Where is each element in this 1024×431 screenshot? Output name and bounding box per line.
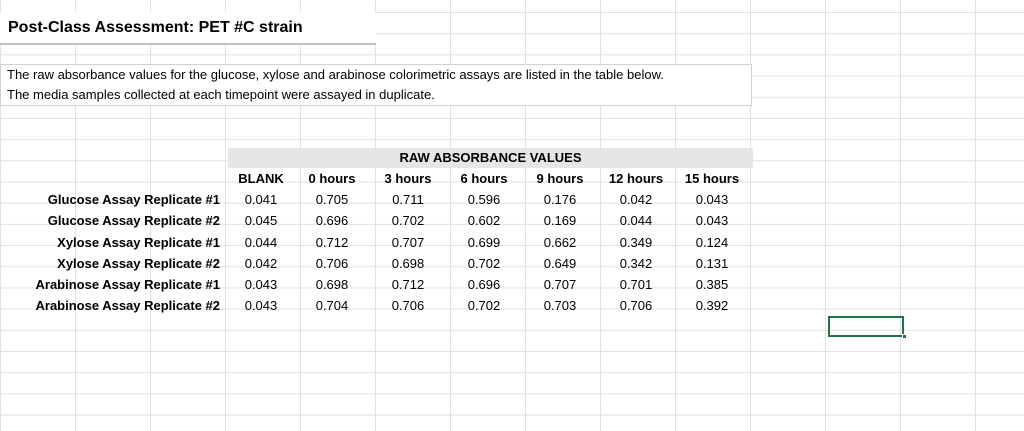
value-cell[interactable]: 0.711 — [392, 192, 424, 208]
table-row: Arabinose Assay Replicate #2 0.043 0.704… — [8, 295, 750, 316]
row-label[interactable]: Xylose Assay Replicate #2 — [57, 255, 220, 271]
value-cell[interactable]: 0.169 — [543, 213, 577, 229]
value-cell[interactable]: 0.702 — [391, 213, 425, 229]
value-cell[interactable]: 0.701 — [619, 277, 653, 293]
value-cell[interactable]: 0.044 — [244, 234, 278, 250]
value-cell[interactable]: 0.699 — [467, 234, 501, 250]
intro-line-2: The media samples collected at each time… — [7, 87, 435, 102]
value-cell[interactable]: 0.342 — [619, 255, 653, 271]
value-cell[interactable]: 0.176 — [543, 192, 577, 208]
column-header[interactable]: BLANK — [238, 171, 284, 187]
value-cell[interactable]: 0.385 — [695, 277, 729, 293]
value-cell[interactable]: 0.712 — [391, 277, 425, 293]
row-label[interactable]: Xylose Assay Replicate #1 — [57, 234, 220, 250]
value-cell[interactable]: 0.596 — [467, 192, 501, 208]
value-cell[interactable]: 0.649 — [543, 255, 577, 271]
value-cell[interactable]: 0.704 — [315, 298, 349, 314]
value-cell[interactable]: 0.045 — [244, 213, 278, 229]
absorbance-table: BLANK 0 hours 3 hours 6 hours 9 hours 12… — [8, 168, 750, 316]
value-cell[interactable]: 0.043 — [244, 277, 278, 293]
sheet-title: Post-Class Assessment: PET #C strain — [8, 19, 303, 36]
intro-line-1: The raw absorbance values for the glucos… — [7, 67, 664, 82]
column-header[interactable]: 3 hours — [384, 171, 432, 187]
value-cell[interactable]: 0.043 — [695, 192, 729, 208]
row-label[interactable]: Glucose Assay Replicate #2 — [47, 213, 220, 229]
value-cell[interactable]: 0.712 — [315, 234, 349, 250]
row-label[interactable]: Glucose Assay Replicate #1 — [47, 192, 220, 208]
intro-cell[interactable] — [0, 64, 752, 106]
value-cell[interactable]: 0.705 — [315, 192, 349, 208]
table-row: Glucose Assay Replicate #2 0.045 0.696 0… — [8, 210, 750, 231]
value-cell[interactable]: 0.707 — [543, 277, 577, 293]
table-row: Arabinose Assay Replicate #1 0.043 0.698… — [8, 274, 750, 295]
column-header-row: BLANK 0 hours 3 hours 6 hours 9 hours 12… — [8, 168, 750, 189]
title-cell[interactable] — [0, 12, 376, 45]
value-cell[interactable]: 0.043 — [695, 213, 729, 229]
row-label[interactable]: Arabinose Assay Replicate #1 — [35, 277, 221, 293]
value-cell[interactable]: 0.662 — [543, 234, 577, 250]
value-cell[interactable]: 0.706 — [619, 298, 653, 314]
value-cell[interactable]: 0.042 — [244, 255, 278, 271]
value-cell[interactable]: 0.696 — [315, 213, 349, 229]
table-header-title: RAW ABSORBANCE VALUES — [399, 150, 582, 165]
row-label[interactable]: Arabinose Assay Replicate #2 — [35, 298, 221, 314]
table-row: Glucose Assay Replicate #1 0.041 0.705 0… — [8, 189, 750, 210]
value-cell[interactable]: 0.702 — [467, 298, 501, 314]
value-cell[interactable]: 0.131 — [695, 255, 729, 271]
value-cell[interactable]: 0.042 — [619, 192, 653, 208]
active-cell-selection[interactable] — [828, 316, 904, 337]
value-cell[interactable]: 0.392 — [695, 298, 729, 314]
column-header[interactable]: 0 hours — [308, 171, 356, 187]
value-cell[interactable]: 0.707 — [391, 234, 425, 250]
column-header[interactable]: 15 hours — [684, 171, 740, 187]
value-cell[interactable]: 0.698 — [315, 277, 349, 293]
column-header[interactable]: 6 hours — [460, 171, 508, 187]
value-cell[interactable]: 0.602 — [467, 213, 501, 229]
table-row: Xylose Assay Replicate #1 0.044 0.712 0.… — [8, 232, 750, 253]
value-cell[interactable]: 0.706 — [315, 255, 349, 271]
value-cell[interactable]: 0.041 — [244, 192, 278, 208]
value-cell[interactable]: 0.349 — [619, 234, 653, 250]
value-cell[interactable]: 0.124 — [695, 234, 729, 250]
fill-handle[interactable] — [902, 334, 907, 339]
value-cell[interactable]: 0.702 — [467, 255, 501, 271]
table-row: Xylose Assay Replicate #2 0.042 0.706 0.… — [8, 253, 750, 274]
table-header-band[interactable] — [228, 148, 753, 168]
value-cell[interactable]: 0.703 — [543, 298, 577, 314]
value-cell[interactable]: 0.698 — [391, 255, 425, 271]
corner-cell[interactable] — [8, 168, 228, 189]
value-cell[interactable]: 0.696 — [467, 277, 501, 293]
value-cell[interactable]: 0.044 — [619, 213, 653, 229]
column-header[interactable]: 9 hours — [536, 171, 584, 187]
value-cell[interactable]: 0.043 — [244, 298, 278, 314]
column-header[interactable]: 12 hours — [608, 171, 664, 187]
value-cell[interactable]: 0.706 — [391, 298, 425, 314]
